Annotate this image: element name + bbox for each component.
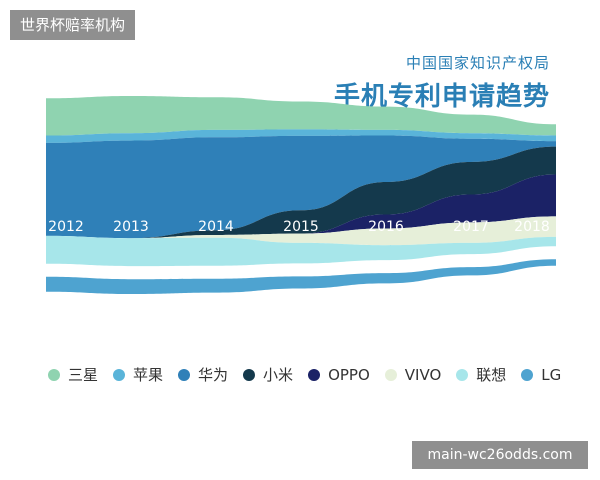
year-label: 2016 [368, 219, 404, 235]
watermark-bottom: main-wc26odds.com [412, 441, 588, 469]
legend-swatch [178, 368, 191, 381]
chart-legend: 三星 苹果 华为 小米 OPPO VIVO 联想 LG [48, 364, 576, 385]
legend-item: LG [521, 366, 561, 384]
legend-item: OPPO [308, 366, 370, 384]
year-labels: 2012 2013 2014 2015 2016 2017 2018 [48, 219, 550, 235]
legend-swatch [521, 368, 534, 381]
stream-layer-2 [46, 135, 556, 239]
legend-item: 三星 [48, 364, 98, 385]
legend-item: 华为 [178, 364, 228, 385]
stream-layer-3 [46, 146, 556, 239]
year-label: 2013 [113, 219, 149, 235]
legend-label: 苹果 [133, 366, 164, 384]
legend-swatch [243, 368, 256, 381]
legend-item: 联想 [456, 364, 506, 385]
year-label: 2017 [453, 219, 489, 235]
legend-label: 联想 [476, 366, 507, 384]
legend-item: 苹果 [113, 364, 163, 385]
watermark-top: 世界杯赔率机构 [10, 10, 136, 40]
year-label: 2018 [514, 219, 550, 235]
legend-label: OPPO [328, 365, 370, 384]
legend-item: 小米 [243, 364, 293, 385]
stream-layer-4 [46, 174, 556, 239]
stream-layer-6 [46, 235, 556, 267]
legend-label: LG [541, 365, 562, 384]
stream-layers [46, 96, 556, 294]
year-label: 2015 [283, 219, 319, 235]
legend-label: 小米 [263, 366, 294, 384]
legend-swatch [384, 368, 397, 381]
legend-label: 三星 [68, 366, 99, 384]
chart-subtitle: 中国国家知识产权局 [405, 54, 550, 72]
legend-item: VIVO [384, 365, 442, 384]
stream-layer-0 [46, 96, 556, 136]
year-label: 2014 [198, 219, 234, 235]
legend-label: VIVO [404, 365, 442, 384]
stream-layer-1 [46, 129, 556, 143]
legend-swatch [456, 368, 469, 381]
streamgraph-chart: 2012 2013 2014 2015 2016 2017 2018 [46, 96, 556, 294]
legend-label: 华为 [198, 366, 229, 384]
legend-swatch [113, 368, 126, 381]
stream-layer-7 [46, 259, 556, 294]
year-label: 2012 [48, 219, 84, 235]
legend-swatch [308, 368, 321, 381]
legend-swatch [48, 368, 60, 381]
